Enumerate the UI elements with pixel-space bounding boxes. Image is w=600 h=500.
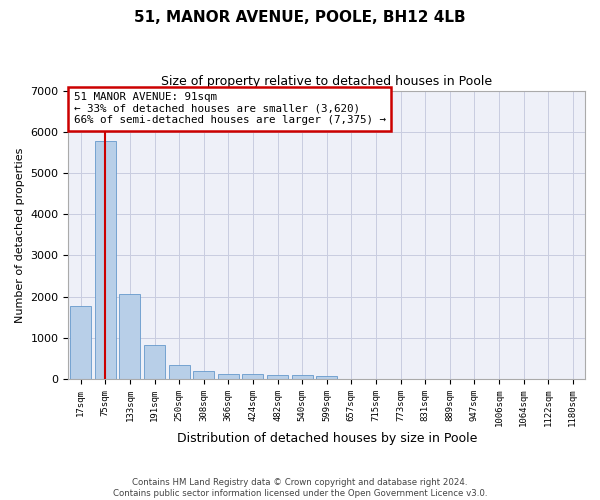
Text: 51, MANOR AVENUE, POOLE, BH12 4LB: 51, MANOR AVENUE, POOLE, BH12 4LB bbox=[134, 10, 466, 25]
Bar bbox=[144, 346, 165, 379]
Text: 51 MANOR AVENUE: 91sqm
← 33% of detached houses are smaller (3,620)
66% of semi-: 51 MANOR AVENUE: 91sqm ← 33% of detached… bbox=[74, 92, 386, 125]
Bar bbox=[119, 294, 140, 379]
Bar bbox=[218, 374, 239, 379]
Bar bbox=[70, 306, 91, 379]
Bar bbox=[316, 376, 337, 379]
Bar bbox=[292, 376, 313, 379]
Bar bbox=[193, 372, 214, 379]
Bar bbox=[95, 141, 116, 379]
Bar bbox=[267, 375, 288, 379]
Bar bbox=[169, 365, 190, 379]
Bar bbox=[242, 374, 263, 379]
Text: Contains HM Land Registry data © Crown copyright and database right 2024.
Contai: Contains HM Land Registry data © Crown c… bbox=[113, 478, 487, 498]
Y-axis label: Number of detached properties: Number of detached properties bbox=[15, 147, 25, 322]
X-axis label: Distribution of detached houses by size in Poole: Distribution of detached houses by size … bbox=[176, 432, 477, 445]
Title: Size of property relative to detached houses in Poole: Size of property relative to detached ho… bbox=[161, 75, 492, 88]
